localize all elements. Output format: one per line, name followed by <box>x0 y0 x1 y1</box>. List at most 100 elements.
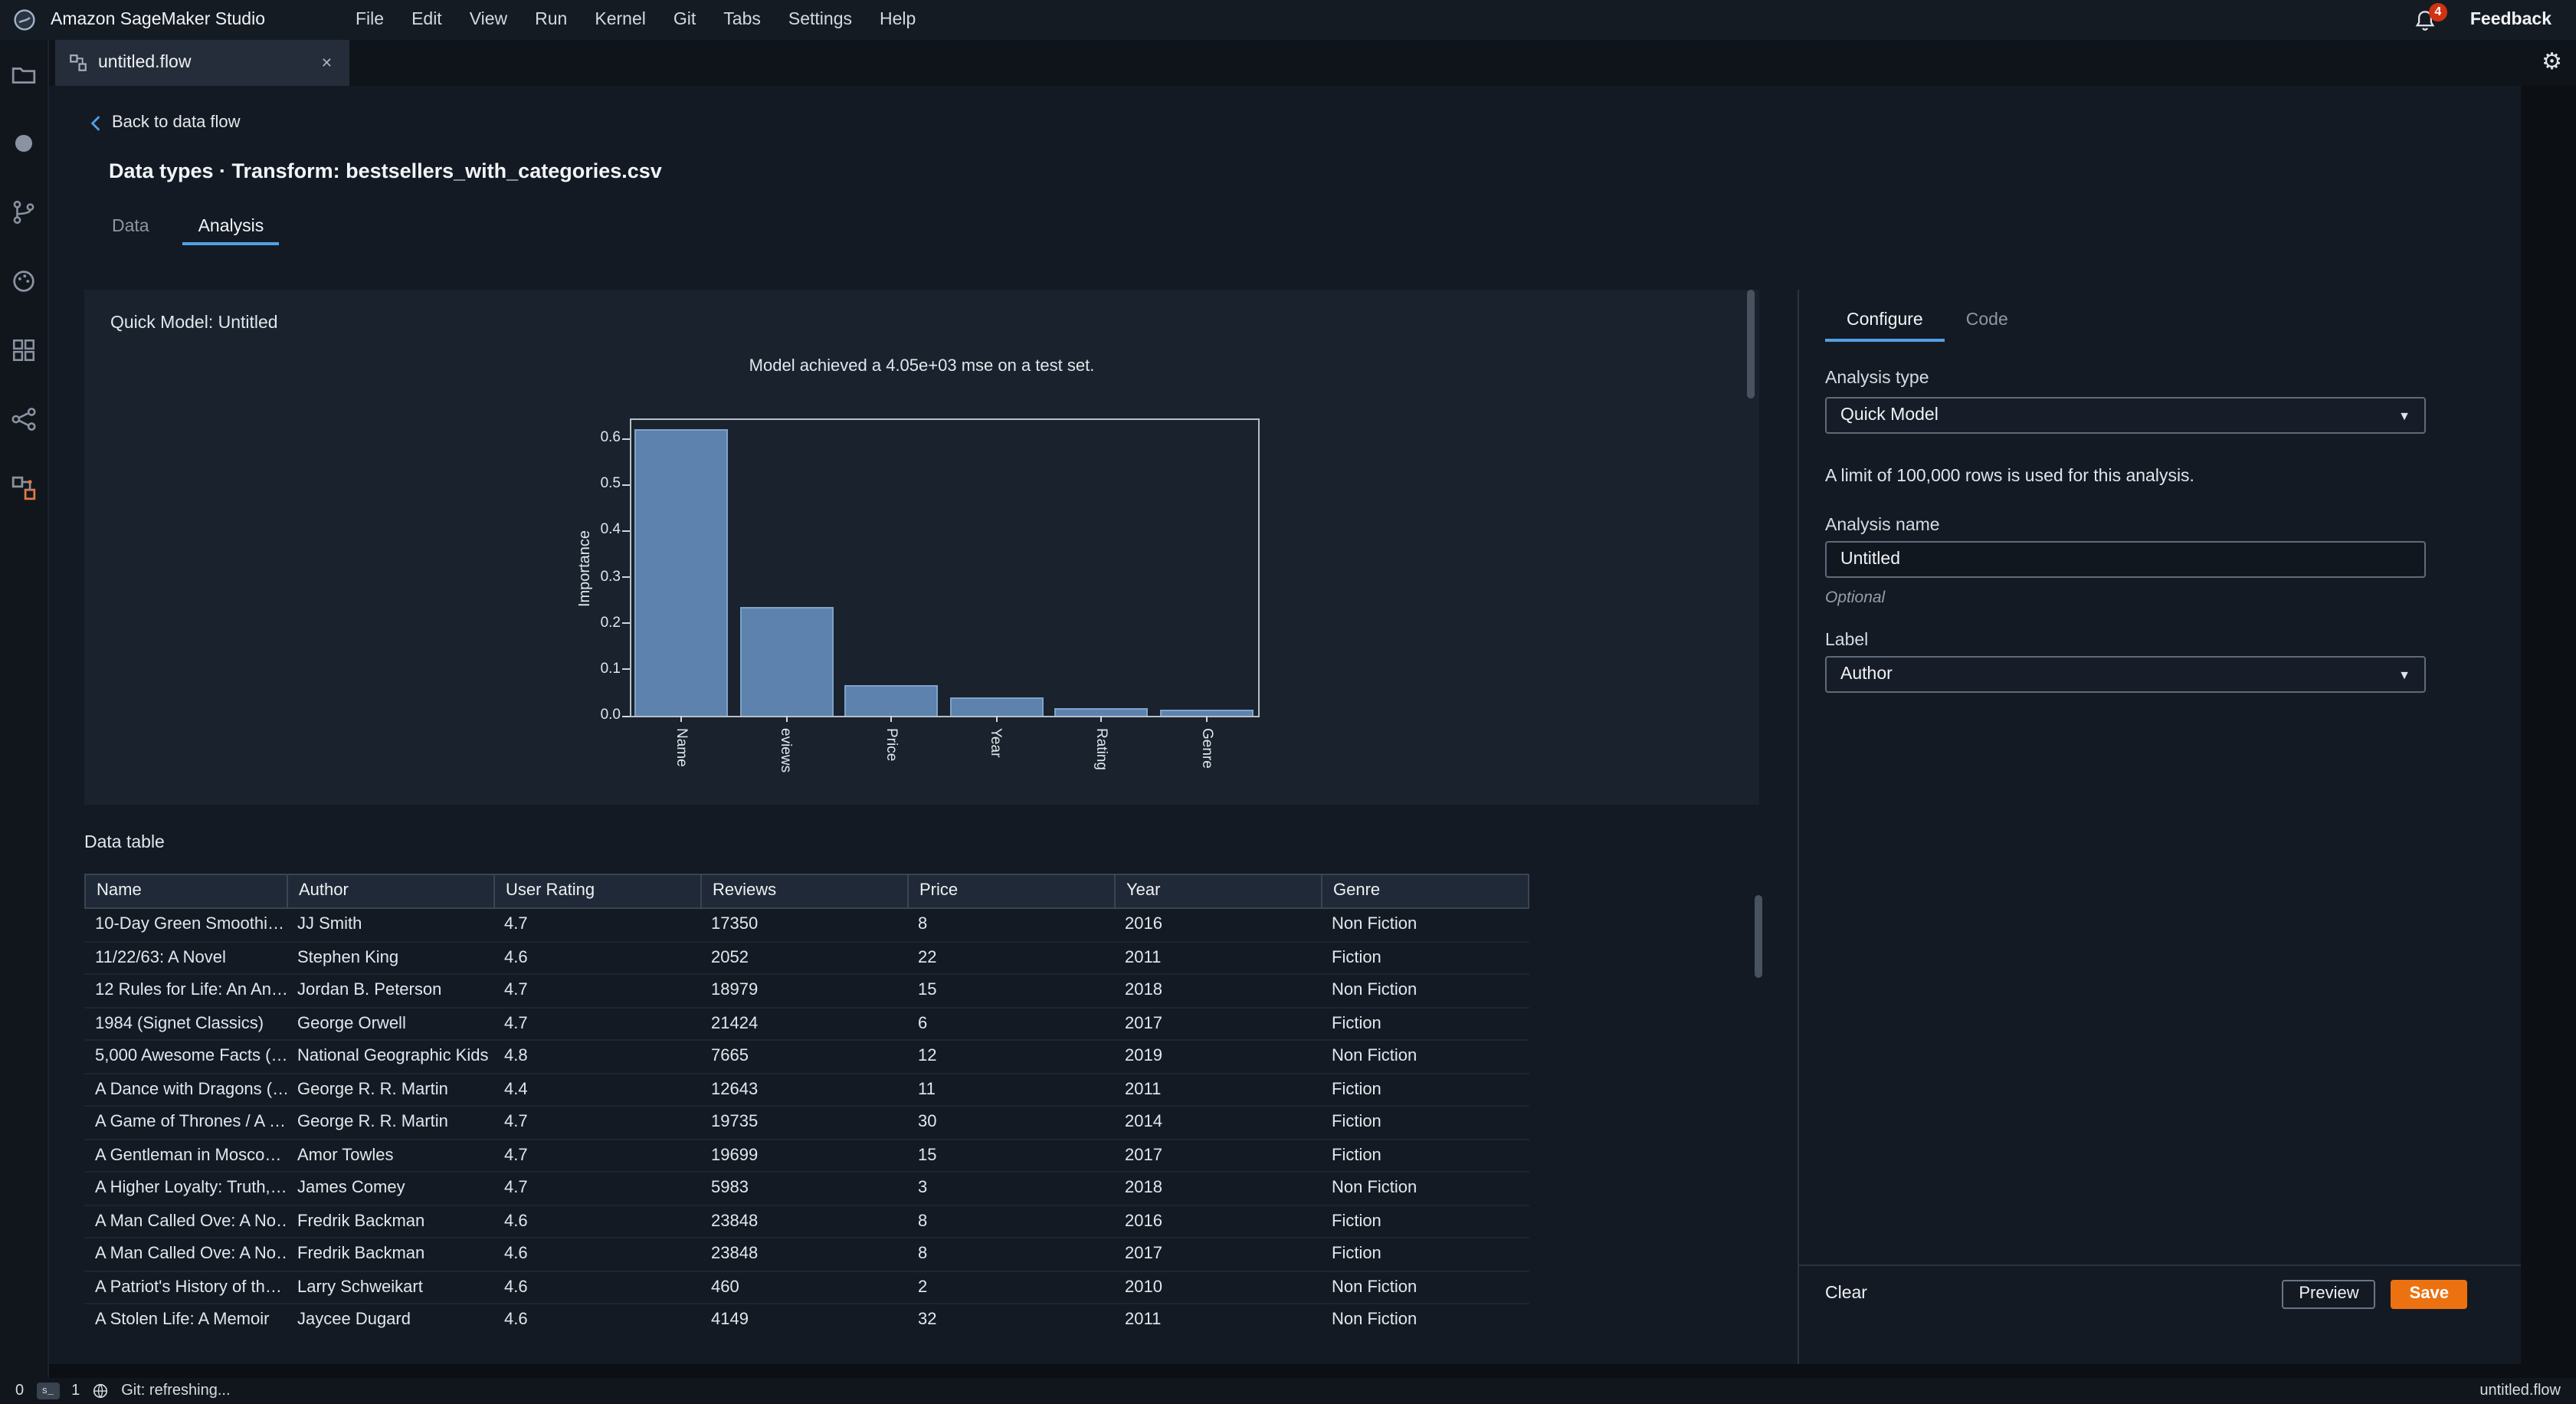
tab-code[interactable]: Code <box>1965 311 2008 330</box>
table-cell: Fiction <box>1332 1014 1381 1032</box>
table-cell: 2016 <box>1125 1212 1162 1230</box>
table-cell: 15 <box>918 981 937 999</box>
analysis-type-select[interactable]: Quick Model ▼ <box>1825 397 2426 434</box>
table-cell: 4.6 <box>504 1212 528 1230</box>
vertical-scrollbar-table[interactable] <box>1755 895 1762 978</box>
menu-help[interactable]: Help <box>880 11 916 29</box>
table-cell: 3 <box>918 1179 928 1197</box>
terminal-icon[interactable]: s_ <box>36 1383 60 1399</box>
y-tick-label: 0.2 <box>600 614 621 631</box>
preview-button[interactable]: Preview <box>2282 1279 2376 1308</box>
menu-view[interactable]: View <box>469 11 508 29</box>
table-cell: 4.8 <box>504 1047 528 1065</box>
table-cell: Non Fiction <box>1332 981 1417 999</box>
table-cell: Stephen King <box>297 948 399 966</box>
table-cell: Fiction <box>1332 1113 1381 1131</box>
table-cell: 2017 <box>1125 1146 1162 1164</box>
table-cell: 15 <box>918 1146 937 1164</box>
tab-analysis[interactable]: Analysis <box>183 208 280 245</box>
back-chevron-icon <box>90 115 100 130</box>
table-cell: 2011 <box>1125 948 1162 966</box>
menu-tabs[interactable]: Tabs <box>723 11 761 29</box>
menu-git[interactable]: Git <box>673 11 696 29</box>
label-select[interactable]: Author ▼ <box>1825 656 2426 693</box>
table-cell: 1984 (Signet Classics) <box>95 1014 264 1032</box>
table-cell: A Game of Thrones / A … <box>95 1113 287 1131</box>
table-cell: 11/22/63: A Novel <box>95 948 226 966</box>
x-tick-mark <box>1100 716 1103 722</box>
table-cell: 2011 <box>1125 1080 1162 1098</box>
back-to-data-flow-link[interactable]: Back to data flow <box>90 113 241 132</box>
table-row: A Game of Thrones / A … George R. R. Mart… <box>84 1107 1529 1140</box>
table-cell: 4.6 <box>504 1311 528 1329</box>
label-field-label: Label <box>1825 631 1869 650</box>
table-cell: National Geographic Kids <box>297 1047 489 1065</box>
table-cell: Jaycee Dugard <box>297 1311 411 1329</box>
save-button[interactable]: Save <box>2391 1279 2467 1308</box>
table-cell: James Comey <box>297 1179 405 1197</box>
tab-configure[interactable]: Configure <box>1825 300 1945 342</box>
pipelines-icon[interactable] <box>11 406 37 432</box>
table-cell: Jordan B. Peterson <box>297 981 442 999</box>
table-cell: 2017 <box>1125 1245 1162 1263</box>
gear-icon[interactable]: ⚙ <box>2542 49 2562 75</box>
table-cell: 7665 <box>711 1047 749 1065</box>
table-cell: 17350 <box>711 915 759 933</box>
git-status-text[interactable]: Git: refreshing... <box>121 1383 231 1399</box>
bar-rating <box>1054 707 1149 716</box>
x-tick-mark <box>995 716 998 722</box>
feedback-link[interactable]: Feedback <box>2469 11 2551 29</box>
menu-kernel[interactable]: Kernel <box>595 11 646 29</box>
data-table: Name Author User Rating Reviews Price Year Gen… <box>84 874 1529 1329</box>
bell-icon <box>2415 10 2435 30</box>
table-cell: 11 <box>918 1080 936 1098</box>
status-count-right[interactable]: 1 <box>71 1383 80 1399</box>
table-cell: 2019 <box>1125 1047 1162 1065</box>
running-sessions-icon[interactable] <box>11 130 37 156</box>
column-header: Price <box>909 875 1116 907</box>
quick-model-title: Quick Model: Untitled <box>110 314 278 333</box>
status-count-left[interactable]: 0 <box>15 1383 25 1399</box>
notifications-bell-button[interactable]: 4 <box>2414 2 2447 31</box>
menu-file[interactable]: File <box>356 11 385 29</box>
menu-run[interactable]: Run <box>535 11 568 29</box>
menu-settings[interactable]: Settings <box>788 11 852 29</box>
tab-data[interactable]: Data <box>112 218 149 236</box>
footer-divider <box>1798 1265 2521 1266</box>
label-select-value: Author <box>1840 665 1893 684</box>
table-cell: 19699 <box>711 1146 759 1164</box>
table-cell: 12 <box>918 1047 937 1065</box>
table-cell: 4.7 <box>504 1179 528 1197</box>
x-tick-mark <box>785 716 788 722</box>
quick-model-card: Quick Model: Untitled Model achieved a 4… <box>84 290 1759 805</box>
x-tick-label: Year <box>987 728 1005 758</box>
optional-hint: Optional <box>1825 589 1886 607</box>
palette-icon[interactable] <box>11 268 37 294</box>
x-tick-label: eviews <box>777 728 795 773</box>
vertical-scrollbar-analysis[interactable] <box>1747 290 1755 399</box>
table-cell: 4.7 <box>504 1014 528 1032</box>
tab-untitled-flow[interactable]: untitled.flow ✕ <box>55 40 349 86</box>
table-cell: Fiction <box>1332 948 1381 966</box>
menu-edit[interactable]: Edit <box>411 11 442 29</box>
clear-button[interactable]: Clear <box>1825 1284 1867 1303</box>
table-cell: 4.7 <box>504 1113 528 1131</box>
extensions-icon[interactable] <box>11 337 37 363</box>
table-cell: 2011 <box>1125 1311 1162 1329</box>
table-row: 5,000 Awesome Facts (… National Geographi… <box>84 1041 1529 1074</box>
globe-icon[interactable] <box>92 1383 109 1399</box>
git-branch-icon[interactable] <box>11 199 37 225</box>
x-tick-label: Name <box>672 728 689 767</box>
sagemaker-logo-icon <box>14 9 35 31</box>
table-header-row: Name Author User Rating Reviews Price Year Gen… <box>84 874 1529 909</box>
close-tab-icon[interactable]: ✕ <box>320 54 333 70</box>
file-browser-icon[interactable] <box>11 61 37 87</box>
back-link-label: Back to data flow <box>112 113 241 132</box>
x-tick-mark <box>1206 716 1208 722</box>
data-wrangler-flow-icon[interactable] <box>11 475 37 501</box>
table-row: A Gentleman in Mosco… Amor Towles 4.7 19699… <box>84 1140 1529 1173</box>
analysis-name-input[interactable] <box>1825 541 2426 578</box>
column-header: User Rating <box>495 875 702 907</box>
table-cell: 460 <box>711 1278 739 1296</box>
table-cell: 5983 <box>711 1179 749 1197</box>
